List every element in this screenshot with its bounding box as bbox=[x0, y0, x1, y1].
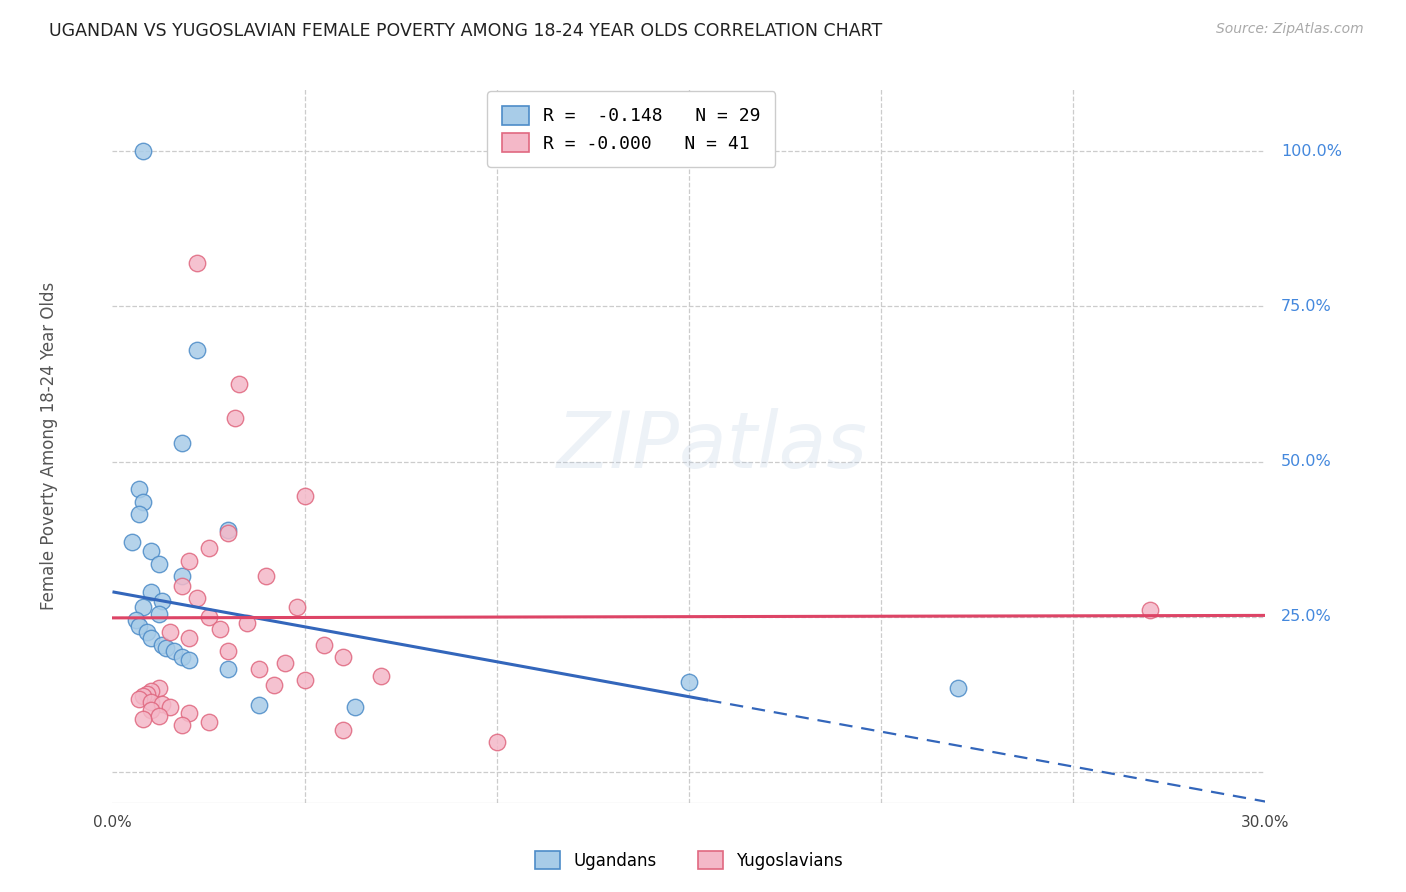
Point bbox=[139, 584, 162, 599]
Point bbox=[946, 681, 969, 695]
Point bbox=[263, 678, 285, 692]
Point bbox=[132, 712, 155, 726]
Point bbox=[285, 600, 308, 615]
Point bbox=[159, 625, 181, 640]
Point bbox=[179, 554, 201, 568]
Point bbox=[217, 644, 239, 658]
Point bbox=[128, 691, 150, 706]
Point bbox=[139, 544, 162, 558]
Point bbox=[217, 525, 239, 540]
Point bbox=[224, 411, 246, 425]
Point bbox=[197, 715, 219, 730]
Point bbox=[152, 638, 174, 652]
Point bbox=[139, 695, 162, 709]
Point bbox=[139, 632, 162, 646]
Point bbox=[132, 600, 155, 615]
Point bbox=[186, 256, 208, 270]
Point bbox=[121, 535, 143, 549]
Text: 50.0%: 50.0% bbox=[1281, 454, 1331, 469]
Point bbox=[170, 579, 193, 593]
Point bbox=[170, 436, 193, 450]
Point bbox=[247, 698, 270, 712]
Point bbox=[152, 697, 174, 711]
Point bbox=[370, 668, 392, 682]
Text: 0.0%: 0.0% bbox=[93, 815, 132, 830]
Point bbox=[236, 615, 259, 630]
Point bbox=[294, 489, 316, 503]
Point bbox=[139, 703, 162, 717]
Point bbox=[228, 376, 250, 391]
Point bbox=[209, 622, 232, 636]
Point bbox=[179, 632, 201, 646]
Point bbox=[128, 619, 150, 633]
Point bbox=[159, 699, 181, 714]
Point bbox=[1139, 603, 1161, 617]
Text: UGANDAN VS YUGOSLAVIAN FEMALE POVERTY AMONG 18-24 YEAR OLDS CORRELATION CHART: UGANDAN VS YUGOSLAVIAN FEMALE POVERTY AM… bbox=[49, 22, 883, 40]
Point bbox=[170, 650, 193, 665]
Point bbox=[152, 594, 174, 608]
Point bbox=[678, 674, 700, 689]
Point bbox=[132, 145, 155, 159]
Point bbox=[217, 523, 239, 537]
Point bbox=[148, 709, 170, 723]
Point bbox=[343, 699, 366, 714]
Point bbox=[332, 723, 354, 737]
Point bbox=[128, 508, 150, 522]
Text: 30.0%: 30.0% bbox=[1241, 815, 1289, 830]
Point bbox=[124, 613, 146, 627]
Point bbox=[155, 640, 177, 655]
Text: 75.0%: 75.0% bbox=[1281, 299, 1331, 314]
Text: 25.0%: 25.0% bbox=[1281, 609, 1331, 624]
Point bbox=[294, 673, 316, 687]
Point bbox=[217, 662, 239, 676]
Point bbox=[136, 687, 159, 701]
Point bbox=[197, 541, 219, 556]
Point bbox=[128, 483, 150, 497]
Text: Female Poverty Among 18-24 Year Olds: Female Poverty Among 18-24 Year Olds bbox=[39, 282, 58, 610]
Point bbox=[148, 681, 170, 695]
Point bbox=[254, 569, 277, 583]
Point bbox=[274, 656, 297, 670]
Point bbox=[132, 689, 155, 703]
Point bbox=[197, 609, 219, 624]
Point bbox=[163, 644, 186, 658]
Text: ZIPatlas: ZIPatlas bbox=[557, 408, 868, 484]
Point bbox=[139, 684, 162, 698]
Point bbox=[186, 343, 208, 357]
Point bbox=[136, 625, 159, 640]
Point bbox=[485, 735, 508, 749]
Point bbox=[148, 557, 170, 571]
Point bbox=[186, 591, 208, 605]
Point bbox=[148, 607, 170, 621]
Point bbox=[132, 495, 155, 509]
Text: Source: ZipAtlas.com: Source: ZipAtlas.com bbox=[1216, 22, 1364, 37]
Point bbox=[170, 569, 193, 583]
Point bbox=[247, 662, 270, 676]
Text: 100.0%: 100.0% bbox=[1281, 144, 1341, 159]
Legend: Ugandans, Yugoslavians: Ugandans, Yugoslavians bbox=[529, 845, 849, 877]
Point bbox=[179, 706, 201, 720]
Point bbox=[312, 638, 335, 652]
Point bbox=[332, 650, 354, 665]
Point bbox=[170, 718, 193, 732]
Point bbox=[179, 653, 201, 667]
